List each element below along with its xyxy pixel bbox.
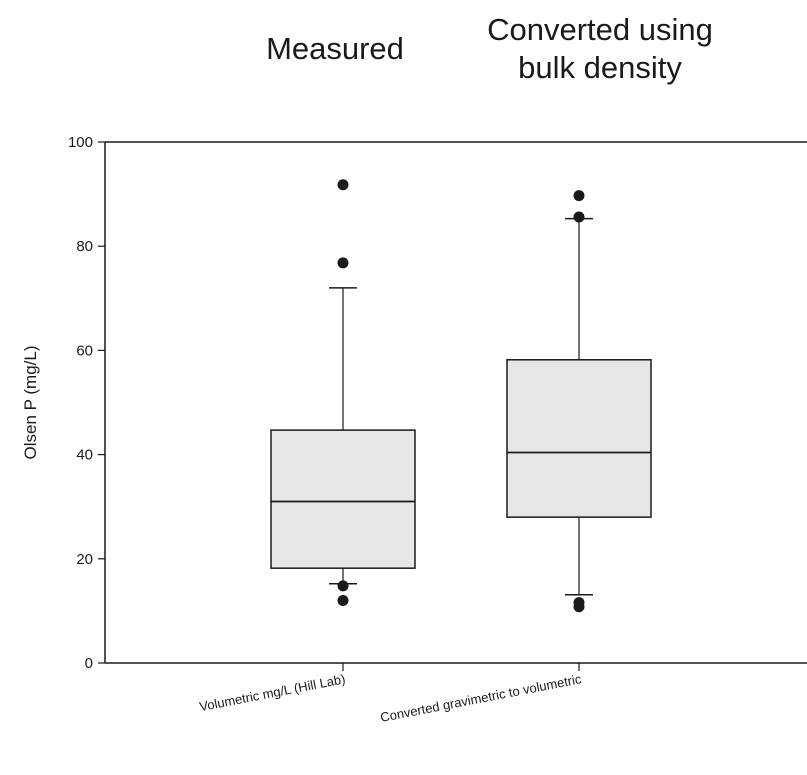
box-iqr: [506, 359, 652, 518]
y-axis-title: Olsen P (mg/L): [21, 345, 40, 459]
y-tick-label: 100: [68, 134, 93, 151]
x-category-label: Converted gravimetric to volumetric: [379, 671, 583, 725]
outlier-point: [337, 580, 349, 592]
x-axis: Volumetric mg/L (Hill Lab) Converted grav…: [198, 663, 583, 725]
y-tick-label: 60: [76, 342, 93, 359]
y-axis: 0 20 40 60 80 100: [68, 134, 105, 672]
box-series: [270, 179, 652, 613]
header-converted-using-bulk-density: Converted using bulk density: [487, 12, 713, 85]
outlier-point: [337, 179, 349, 191]
y-tick-label: 40: [76, 447, 93, 464]
box-group: [270, 179, 416, 606]
outlier-point: [337, 257, 349, 269]
outlier-point: [337, 594, 349, 606]
box-group: [506, 190, 652, 613]
outlier-point: [573, 211, 585, 223]
x-category-label: Volumetric mg/L (Hill Lab): [198, 671, 346, 714]
y-tick-label: 80: [76, 238, 93, 255]
box-iqr: [270, 429, 416, 569]
plot-frame: [104, 141, 807, 664]
y-tick-label: 0: [85, 655, 93, 672]
y-tick-label: 20: [76, 551, 93, 568]
header-measured: Measured: [266, 31, 404, 66]
outlier-point: [573, 190, 585, 202]
outlier-point: [573, 597, 585, 609]
